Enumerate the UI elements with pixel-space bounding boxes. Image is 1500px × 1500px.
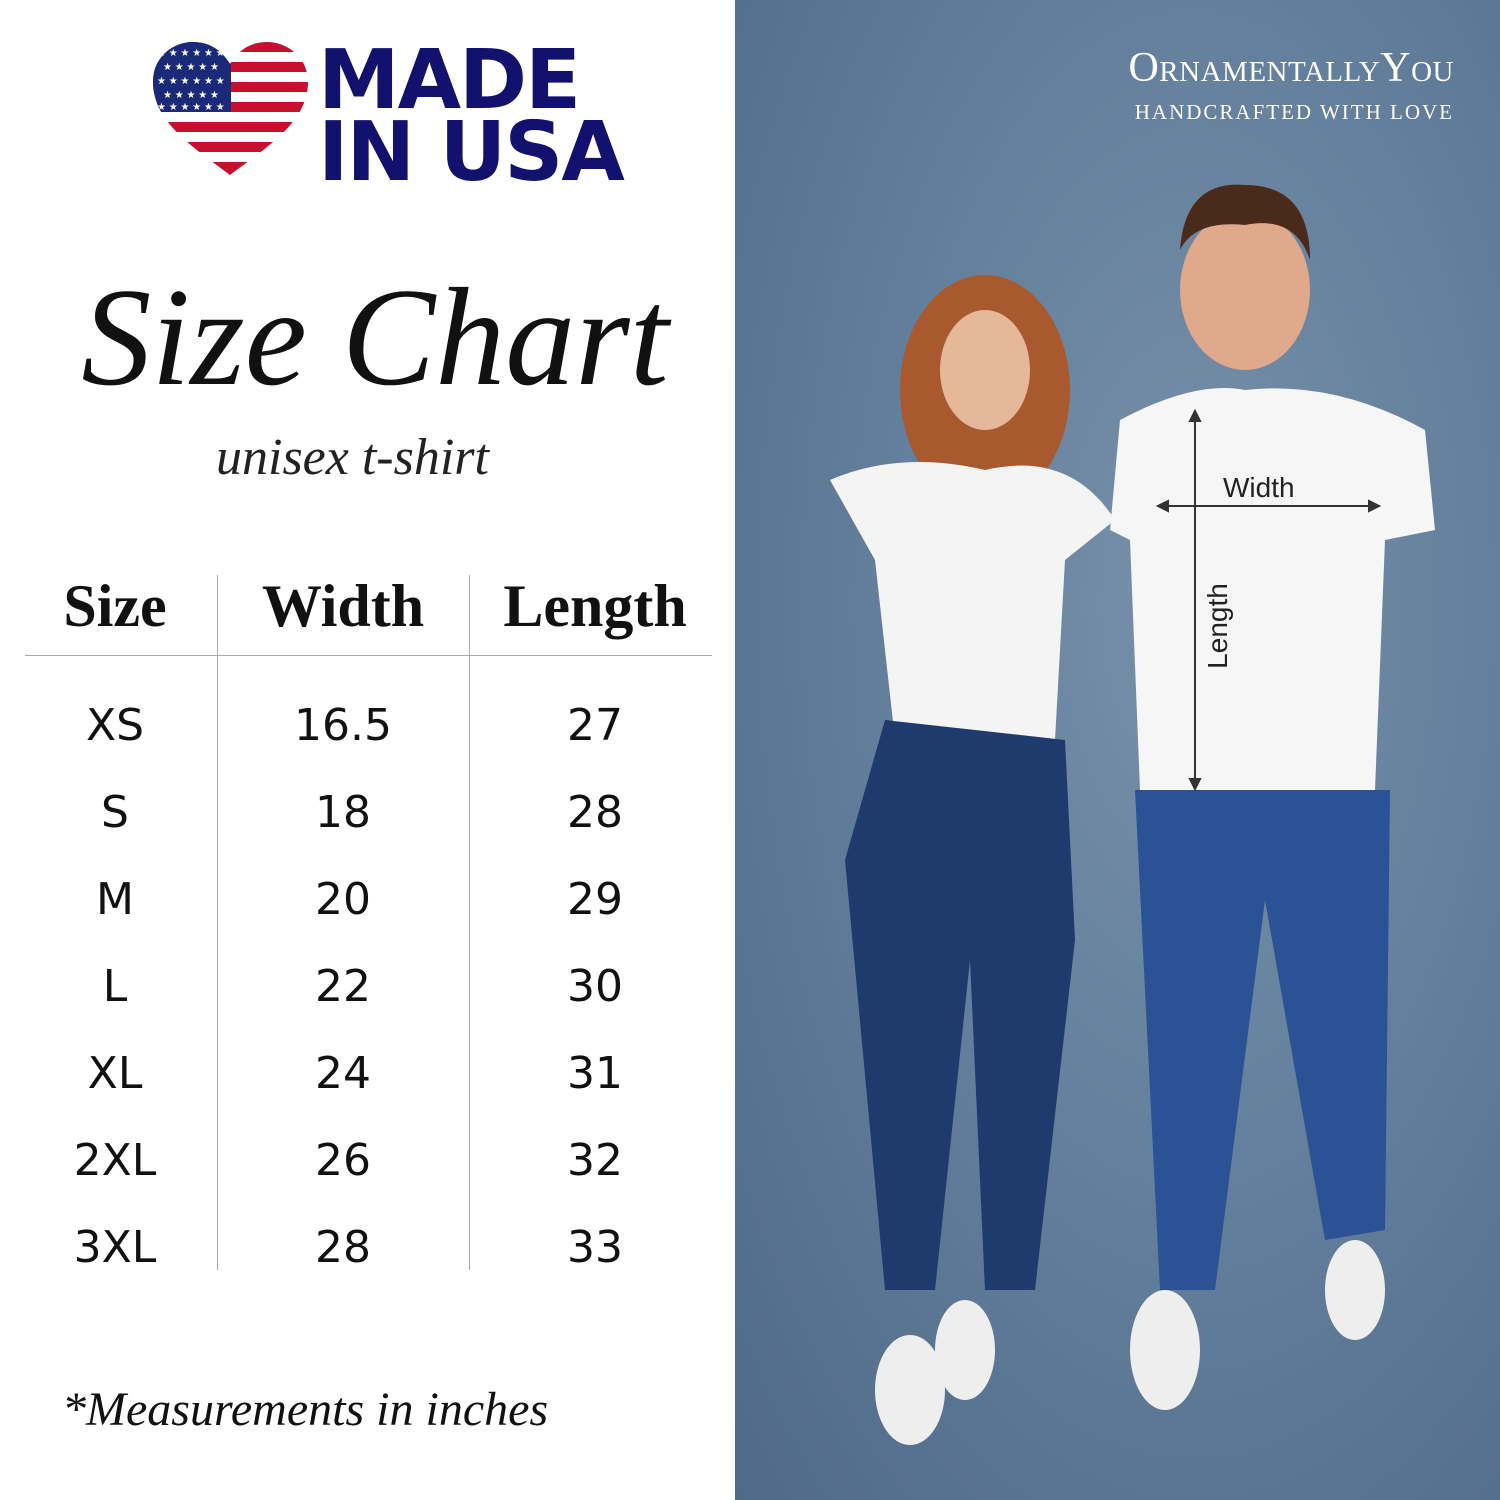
cell-width: 20 bbox=[315, 874, 371, 925]
cell-width: 24 bbox=[315, 1048, 371, 1099]
svg-text:★ ★ ★ ★ ★: ★ ★ ★ ★ ★ bbox=[163, 62, 219, 73]
length-annotation: Length bbox=[1201, 583, 1233, 669]
header-divider bbox=[25, 655, 712, 656]
svg-text:★ ★ ★ ★ ★ ★: ★ ★ ★ ★ ★ ★ bbox=[157, 76, 225, 87]
models-illustration bbox=[830, 184, 1435, 1445]
cell-size: XS bbox=[85, 700, 145, 751]
cell-size: L bbox=[102, 961, 128, 1012]
cell-size: XL bbox=[87, 1048, 143, 1099]
header-width: Width bbox=[261, 573, 425, 639]
man-shirt bbox=[1110, 388, 1435, 790]
cell-width: 26 bbox=[315, 1135, 371, 1186]
brand-tagline: HANDCRAFTED WITH LOVE bbox=[1134, 100, 1454, 124]
header-length: Length bbox=[503, 573, 687, 639]
svg-text:★ ★ ★ ★ ★: ★ ★ ★ ★ ★ bbox=[163, 90, 219, 101]
measurement-note: *Measurements in inches bbox=[62, 1383, 549, 1436]
size-chart-panel: ★ ★ ★ ★ ★ ★ ★ ★ ★ ★ ★ ★ ★ ★ ★ ★ ★ ★ ★ ★ ★ ★… bbox=[0, 0, 735, 1500]
page-subtitle: unisex t-shirt bbox=[216, 429, 489, 486]
cell-width: 28 bbox=[315, 1222, 371, 1273]
brand-logo: OrnamentallyYou HANDCRAFTED WITH LOVE bbox=[1128, 44, 1454, 125]
cell-width: 18 bbox=[315, 787, 371, 838]
cell-width: 22 bbox=[315, 961, 371, 1012]
model-photo: Width Length OrnamentallyYou HANDCRAFTED… bbox=[735, 0, 1500, 1500]
cell-length: 32 bbox=[567, 1135, 623, 1186]
cell-size: M bbox=[96, 874, 134, 925]
cell-length: 27 bbox=[567, 700, 623, 751]
us-flag-heart-icon: ★ ★ ★ ★ ★ ★★ ★ ★ ★ ★★ ★ ★ ★ ★ ★★ ★ ★ ★ ★… bbox=[153, 42, 308, 175]
made-label: MADE bbox=[318, 33, 581, 128]
width-arrow bbox=[1155, 499, 1382, 513]
in-usa-label: IN USA bbox=[318, 105, 625, 200]
svg-text:★ ★ ★ ★ ★ ★: ★ ★ ★ ★ ★ ★ bbox=[157, 102, 225, 113]
cell-size: 3XL bbox=[73, 1222, 157, 1273]
cell-width: 16.5 bbox=[294, 700, 392, 751]
width-annotation: Width bbox=[1223, 472, 1295, 503]
brand-name: OrnamentallyYou bbox=[1128, 45, 1454, 91]
cell-length: 29 bbox=[567, 874, 623, 925]
svg-text:★ ★ ★ ★ ★ ★: ★ ★ ★ ★ ★ ★ bbox=[157, 48, 225, 59]
length-arrow bbox=[1188, 408, 1202, 792]
cell-size: S bbox=[101, 787, 129, 838]
column-divider bbox=[469, 575, 470, 1270]
cell-length: 28 bbox=[567, 787, 623, 838]
cell-length: 30 bbox=[567, 961, 623, 1012]
cell-length: 31 bbox=[567, 1048, 623, 1099]
page-title: Size Chart bbox=[81, 260, 669, 415]
cell-length: 33 bbox=[567, 1222, 623, 1273]
column-divider bbox=[217, 575, 218, 1270]
header-size: Size bbox=[63, 573, 167, 639]
cell-size: 2XL bbox=[73, 1135, 157, 1186]
